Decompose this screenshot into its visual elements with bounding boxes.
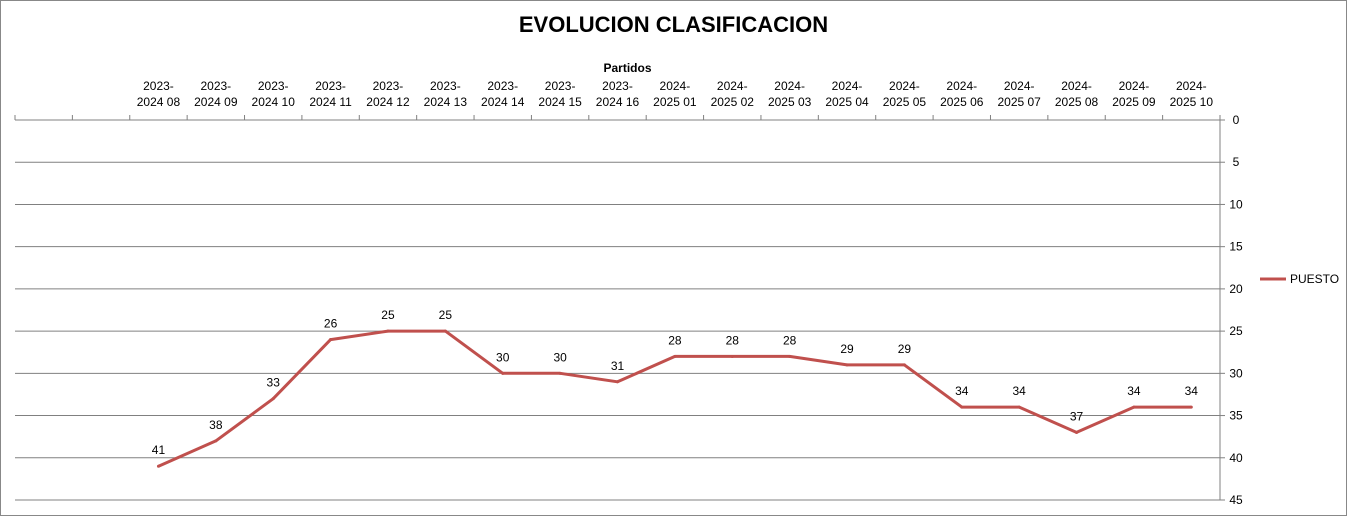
y-tick-label: 15 <box>1229 240 1243 254</box>
data-point <box>386 329 390 333</box>
data-point <box>156 464 160 468</box>
x-tick-label: 2023- <box>487 79 518 93</box>
data-label: 34 <box>1012 384 1026 398</box>
x-tick-label: 2025 10 <box>1170 95 1214 109</box>
x-tick-label: 2024- <box>1119 79 1150 93</box>
x-tick-label: 2025 02 <box>711 95 755 109</box>
x-tick-label: 2024 11 <box>309 95 352 109</box>
x-tick-label: 2025 04 <box>825 95 869 109</box>
legend-label: PUESTO <box>1290 272 1339 286</box>
x-tick-label: 2024 13 <box>424 95 468 109</box>
x-axis-title: Partidos <box>603 61 651 75</box>
x-tick-label: 2023- <box>373 79 404 93</box>
series-line-puesto <box>157 329 1192 468</box>
data-point <box>730 354 734 358</box>
x-tick-label: 2025 09 <box>1112 95 1156 109</box>
x-tick-label: 2025 07 <box>997 95 1041 109</box>
data-label: 28 <box>726 333 740 347</box>
y-tick-label: 20 <box>1229 282 1243 296</box>
x-tick-label: 2024- <box>1061 79 1092 93</box>
data-label: 29 <box>840 342 854 356</box>
data-label: 28 <box>668 333 682 347</box>
data-point <box>845 363 849 367</box>
x-tick-label: 2025 05 <box>883 95 927 109</box>
data-point <box>214 439 218 443</box>
data-label: 31 <box>611 359 625 373</box>
x-tick-label: 2023- <box>315 79 346 93</box>
data-label: 29 <box>898 342 912 356</box>
x-tick-label: 2023- <box>200 79 231 93</box>
x-tick-label: 2024 09 <box>194 95 238 109</box>
x-tick-label: 2024- <box>717 79 748 93</box>
x-tick-label: 2024 10 <box>252 95 296 109</box>
x-tick-label: 2025 03 <box>768 95 812 109</box>
x-tick-label: 2024- <box>1176 79 1207 93</box>
x-tick-label: 2025 06 <box>940 95 984 109</box>
x-tick-label: 2024 08 <box>137 95 181 109</box>
x-tick-label: 2024- <box>832 79 863 93</box>
data-label: 25 <box>439 308 453 322</box>
x-tick-label: 2024 16 <box>596 95 640 109</box>
x-tick-label: 2025 01 <box>653 95 697 109</box>
data-point <box>960 405 964 409</box>
x-tick-label: 2023- <box>143 79 174 93</box>
data-label: 30 <box>496 350 510 364</box>
data-point <box>501 371 505 375</box>
y-tick-label: 5 <box>1233 155 1240 169</box>
data-point <box>1017 405 1021 409</box>
data-label: 34 <box>955 384 969 398</box>
data-point <box>1189 405 1193 409</box>
chart-title: EVOLUCION CLASIFICACION <box>518 12 829 37</box>
y-tick-label: 35 <box>1229 409 1243 423</box>
data-point <box>1132 405 1136 409</box>
x-tick-label: 2023- <box>258 79 289 93</box>
x-tick-label: 2024- <box>660 79 691 93</box>
y-tick-label: 30 <box>1229 366 1243 380</box>
data-label: 33 <box>267 376 281 390</box>
x-tick-label: 2023- <box>545 79 576 93</box>
y-tick-label: 25 <box>1229 324 1243 338</box>
x-tick-label: 2025 08 <box>1055 95 1099 109</box>
x-tick-label: 2024 14 <box>481 95 525 109</box>
y-tick-label: 40 <box>1229 451 1243 465</box>
data-label: 30 <box>553 350 567 364</box>
x-tick-label: 2023- <box>430 79 461 93</box>
data-point <box>616 380 619 384</box>
x-tick-label: 2024- <box>946 79 977 93</box>
data-label: 26 <box>324 317 338 331</box>
data-point <box>443 329 447 333</box>
data-label: 38 <box>209 418 223 432</box>
data-point <box>329 338 333 342</box>
data-point <box>558 371 562 375</box>
data-label: 25 <box>381 308 395 322</box>
data-point <box>788 354 792 358</box>
data-point <box>271 397 275 401</box>
x-tick-label: 2024- <box>889 79 920 93</box>
x-tick-label: 2024- <box>1004 79 1035 93</box>
data-label: 34 <box>1185 384 1199 398</box>
x-tick-label: 2024 15 <box>538 95 582 109</box>
data-label: 34 <box>1127 384 1141 398</box>
x-tick-label: 2023- <box>602 79 633 93</box>
data-point <box>673 354 677 358</box>
y-tick-label: 10 <box>1229 197 1243 211</box>
x-tick-label: 2024 12 <box>366 95 410 109</box>
data-point <box>902 363 906 367</box>
y-tick-label: 45 <box>1229 493 1243 507</box>
x-tick-label: 2024- <box>774 79 805 93</box>
data-label: 37 <box>1070 409 1084 423</box>
y-tick-label: 0 <box>1233 113 1240 127</box>
data-label: 41 <box>152 443 166 457</box>
data-label: 28 <box>783 333 797 347</box>
data-point <box>1075 430 1079 434</box>
